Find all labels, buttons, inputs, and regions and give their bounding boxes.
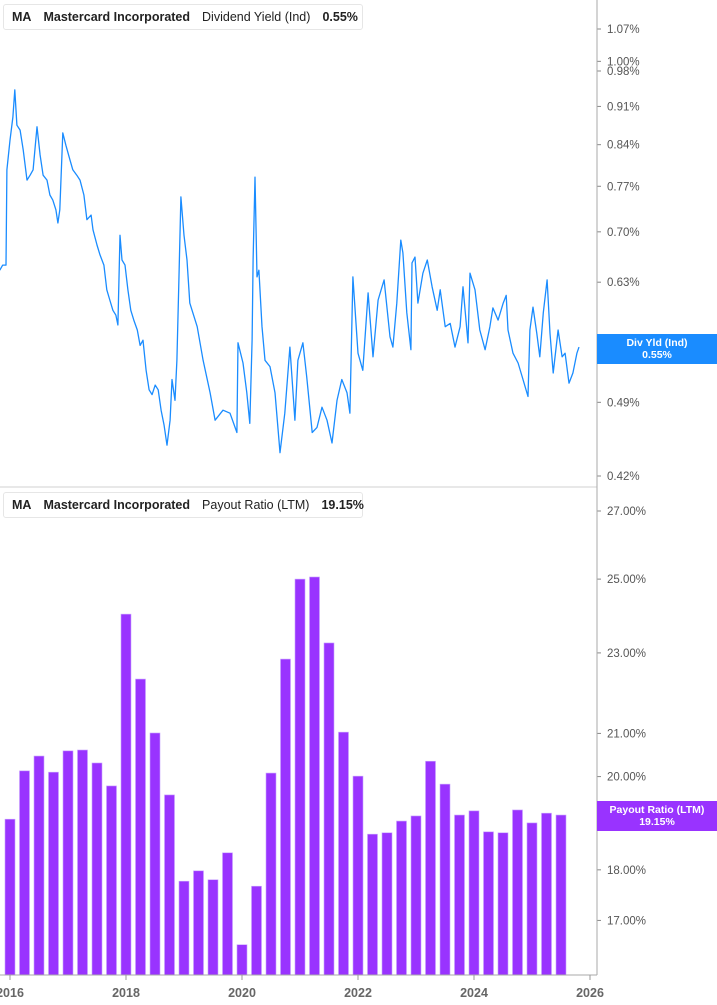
y-tick-label: 17.00% — [607, 915, 646, 927]
payout-bar — [91, 762, 103, 976]
payout-bar — [367, 833, 378, 976]
x-tick-label: 2026 — [576, 986, 604, 1000]
payout-bar — [468, 810, 480, 976]
payout-ratio-panel: 27.00%25.00%23.00%21.00%20.00%19.00%18.0… — [4, 506, 646, 976]
payout-bar — [526, 822, 538, 976]
payout-bar — [338, 731, 349, 976]
x-tick-label: 2018 — [112, 986, 140, 1000]
y-tick-label: 18.00% — [607, 865, 646, 877]
badge-label: Div Yld (Ind) — [626, 337, 688, 349]
payout-bar — [251, 885, 262, 976]
y-tick-label: 0.49% — [607, 397, 640, 409]
badge-label: Payout Ratio (LTM) — [609, 804, 705, 816]
payout-bar — [33, 755, 45, 976]
legend-value: 19.15% — [321, 498, 364, 512]
badge-value: 0.55% — [642, 349, 672, 361]
payout-bar — [207, 879, 219, 976]
y-tick-label: 0.77% — [607, 181, 640, 193]
y-tick-label: 1.00% — [607, 56, 640, 68]
payout-bar — [410, 815, 422, 976]
x-tick-label: 2022 — [344, 986, 372, 1000]
legend-ticker: MA — [12, 498, 32, 512]
payout-bar — [236, 944, 248, 976]
x-axis: 2016 2018 2020 2022 2024 2026 — [0, 975, 604, 1000]
payout-bar — [164, 794, 175, 976]
payout-bar — [512, 809, 523, 976]
payout-bar — [178, 880, 190, 976]
payout-ratio-badge: Payout Ratio (LTM) 19.15% — [597, 801, 717, 831]
legend-company: Mastercard Incorporated — [43, 498, 191, 512]
payout-bar — [62, 750, 74, 976]
dividend-yield-badge: Div Yld (Ind) 0.55% — [597, 334, 717, 364]
y-tick-label: 0.63% — [607, 277, 640, 289]
y-tick-label: 0.98% — [607, 66, 640, 78]
payout-bar — [497, 832, 509, 976]
payout-bar — [396, 820, 407, 976]
payout-bar — [120, 613, 132, 976]
y-tick-label: 25.00% — [607, 574, 646, 586]
payout-bar — [381, 832, 393, 976]
payout-bar — [135, 678, 146, 976]
payout-bar — [48, 771, 59, 976]
payout-bar — [222, 852, 233, 976]
x-tick-label: 2016 — [0, 986, 24, 1000]
y-tick-label: 27.00% — [607, 506, 646, 518]
payout-bar — [541, 812, 552, 976]
dividend-yield-line — [0, 89, 580, 454]
legend-metric: Dividend Yield (Ind) — [202, 10, 311, 24]
payout-bar — [425, 760, 436, 976]
payout-bar — [439, 783, 451, 976]
badge-value: 19.15% — [639, 816, 675, 828]
payout-bar — [294, 578, 306, 976]
payout-bar — [265, 772, 277, 976]
payout-bar — [483, 831, 494, 976]
payout-bar — [193, 870, 204, 976]
legend-metric: Payout Ratio (LTM) — [202, 498, 310, 512]
x-tick-label: 2024 — [460, 986, 488, 1000]
payout-bar — [555, 814, 567, 976]
payout-bar — [309, 576, 320, 976]
y-tick-label: 0.84% — [607, 140, 640, 152]
y-tick-label: 1.07% — [607, 24, 640, 36]
y-tick-label: 23.00% — [607, 648, 646, 660]
top-legend: MA Mastercard Incorporated Dividend Yiel… — [3, 4, 363, 30]
payout-bar — [106, 785, 117, 976]
y-tick-label: 20.00% — [607, 772, 646, 784]
x-tick-label: 2020 — [228, 986, 256, 1000]
dividend-yield-panel: 1.07% 1.00%0.98% 0.91% 0.84% 0.77% 0.70% 0.63%… — [0, 24, 640, 483]
payout-bar — [4, 818, 16, 976]
payout-bar — [19, 770, 30, 976]
y-tick-label: 0.70% — [607, 227, 640, 239]
bottom-legend: MA Mastercard Incorporated Payout Ratio … — [3, 492, 364, 518]
legend-ticker: MA — [12, 10, 32, 24]
payout-bar — [149, 732, 161, 976]
y-tick-label: 0.42% — [607, 471, 640, 483]
payout-bar — [280, 658, 291, 976]
payout-bar — [454, 814, 465, 976]
y-tick-label: 21.00% — [607, 728, 646, 740]
y-tick-label: 0.91% — [607, 101, 640, 113]
legend-value: 0.55% — [322, 10, 358, 24]
payout-bar — [352, 775, 364, 976]
payout-bar — [77, 749, 88, 976]
payout-bar — [323, 642, 335, 976]
legend-company: Mastercard Incorporated — [43, 10, 191, 24]
